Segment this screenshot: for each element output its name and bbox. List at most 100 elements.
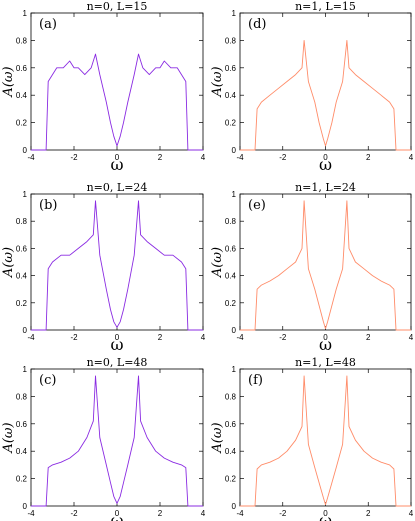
- y-tick-label: 0: [23, 326, 28, 335]
- y-tick-label: 0.4: [16, 447, 28, 456]
- y-tick-label: 0.2: [225, 475, 237, 484]
- y-tick-label: 0: [232, 502, 237, 511]
- x-tick-label: 0: [323, 153, 328, 162]
- y-tick-label: 0.8: [225, 217, 237, 226]
- x-tick-label: 0: [115, 153, 120, 162]
- y-tick-label: 0.2: [16, 299, 28, 308]
- x-tick-label: -2: [70, 153, 78, 162]
- y-tick-label: 0.6: [225, 244, 237, 253]
- y-axis-label: A(ω): [1, 66, 16, 97]
- y-tick-label: 0.6: [16, 244, 28, 253]
- y-tick-label: 0.2: [16, 475, 28, 484]
- x-tick-label: 0: [115, 333, 120, 342]
- plot-frame: [239, 368, 412, 507]
- panel-d: -4 -2 0 2 4 0 0.2 0.4 0.6 0.8 1 n=1, L=15 (d) ω A(ω): [210, 0, 414, 174]
- y-tick-label: 0.8: [225, 392, 237, 401]
- panel-f: -4 -2 0 2 4 0 0.2 0.4 0.6 0.8 1 n=1, L=48 (f) ω A(ω): [210, 356, 414, 521]
- y-tick-label: 0.4: [225, 272, 237, 281]
- x-tick-label: -2: [279, 333, 287, 342]
- y-axis-label: A(ω): [210, 247, 225, 278]
- panel-label: (e): [248, 198, 266, 213]
- x-axis-label: ω: [110, 155, 123, 174]
- y-tick-label: 0: [232, 326, 237, 335]
- panel-title: n=0, L=48: [87, 356, 148, 369]
- y-tick-label: 0.6: [16, 420, 28, 429]
- plot-frame: [239, 12, 412, 151]
- series-line: [31, 200, 203, 331]
- plot-frame: [239, 193, 412, 331]
- panel-title: n=1, L=48: [295, 356, 356, 369]
- panel-c: -4 -2 0 2 4 0 0.2 0.4 0.6 0.8 1 n=0, L=48 (c) ω A(ω): [1, 356, 206, 521]
- y-tick-label: 0.6: [225, 64, 237, 73]
- y-axis-label: A(ω): [1, 247, 16, 278]
- x-tick-label: -4: [27, 333, 35, 342]
- y-axis-label: A(ω): [210, 422, 225, 453]
- y-tick-label: 0.4: [225, 447, 237, 456]
- y-tick-label: 1: [232, 9, 237, 18]
- x-tick-label: 2: [366, 509, 371, 518]
- panel-label: (f): [248, 373, 263, 388]
- x-tick-label: -2: [70, 509, 78, 518]
- y-tick-label: 0.8: [16, 36, 28, 45]
- x-tick-label: -2: [70, 333, 78, 342]
- series-line: [31, 375, 203, 507]
- panel-title: n=1, L=24: [295, 181, 356, 194]
- y-tick-label: 0.4: [16, 272, 28, 281]
- x-tick-label: 4: [409, 333, 414, 342]
- plot-frame: [30, 368, 204, 507]
- x-tick-label: 4: [201, 153, 206, 162]
- y-tick-label: 0.6: [225, 420, 237, 429]
- x-tick-label: -2: [279, 509, 287, 518]
- y-tick-label: 1: [23, 9, 28, 18]
- x-tick-label: -4: [27, 153, 35, 162]
- x-axis-label: ω: [319, 511, 332, 521]
- y-tick-label: 0.6: [16, 64, 28, 73]
- y-tick-label: 1: [23, 365, 28, 374]
- y-axis-label: A(ω): [1, 422, 16, 453]
- x-axis-label: ω: [319, 335, 332, 354]
- x-tick-label: -4: [27, 509, 35, 518]
- y-tick-label: 0.8: [225, 36, 237, 45]
- y-tick-label: 0.4: [16, 91, 28, 100]
- x-tick-label: 2: [366, 153, 371, 162]
- x-tick-label: 2: [158, 153, 163, 162]
- panel-title: n=0, L=15: [87, 0, 148, 13]
- plot-frame: [30, 12, 204, 151]
- x-tick-label: 4: [201, 333, 206, 342]
- y-axis-label: A(ω): [210, 66, 225, 97]
- y-tick-label: 0: [232, 146, 237, 155]
- x-tick-label: 4: [409, 509, 414, 518]
- y-tick-label: 1: [23, 190, 28, 199]
- y-tick-label: 1: [232, 365, 237, 374]
- panel-label: (b): [39, 198, 57, 213]
- panel-a: -4 -2 0 2 4 0 0.2 0.4 0.6 0.8 1 n=0, L=15 (a) ω A(ω): [1, 0, 206, 174]
- x-tick-label: 4: [201, 509, 206, 518]
- y-tick-label: 1: [232, 190, 237, 199]
- panel-e: -4 -2 0 2 4 0 0.2 0.4 0.6 0.8 1 n=1, L=24 (e) ω A(ω): [210, 181, 414, 354]
- panel-title: n=1, L=15: [295, 0, 356, 13]
- series-line: [240, 200, 411, 331]
- x-tick-label: 0: [323, 509, 328, 518]
- plot-frame: [30, 193, 204, 331]
- x-tick-label: 2: [366, 333, 371, 342]
- panel-title: n=0, L=24: [87, 181, 148, 194]
- y-tick-label: 0.2: [225, 119, 237, 128]
- panel-label: (c): [39, 373, 56, 388]
- panel-label: (d): [248, 17, 266, 32]
- x-tick-label: -4: [236, 509, 244, 518]
- x-axis-label: ω: [319, 155, 332, 174]
- x-tick-label: -2: [279, 153, 287, 162]
- x-tick-label: 0: [115, 509, 120, 518]
- x-tick-label: 2: [158, 509, 163, 518]
- x-axis-label: ω: [110, 335, 123, 354]
- panel-b: -4 -2 0 2 4 0 0.2 0.4 0.6 0.8 1 n=0, L=24 (b) ω A(ω): [1, 181, 206, 354]
- y-tick-label: 0: [23, 146, 28, 155]
- y-tick-label: 0.8: [16, 217, 28, 226]
- y-tick-label: 0: [23, 502, 28, 511]
- x-axis-label: ω: [110, 511, 123, 521]
- y-tick-label: 0.2: [16, 119, 28, 128]
- y-tick-label: 0.8: [16, 392, 28, 401]
- x-tick-label: 2: [158, 333, 163, 342]
- x-tick-label: -4: [236, 333, 244, 342]
